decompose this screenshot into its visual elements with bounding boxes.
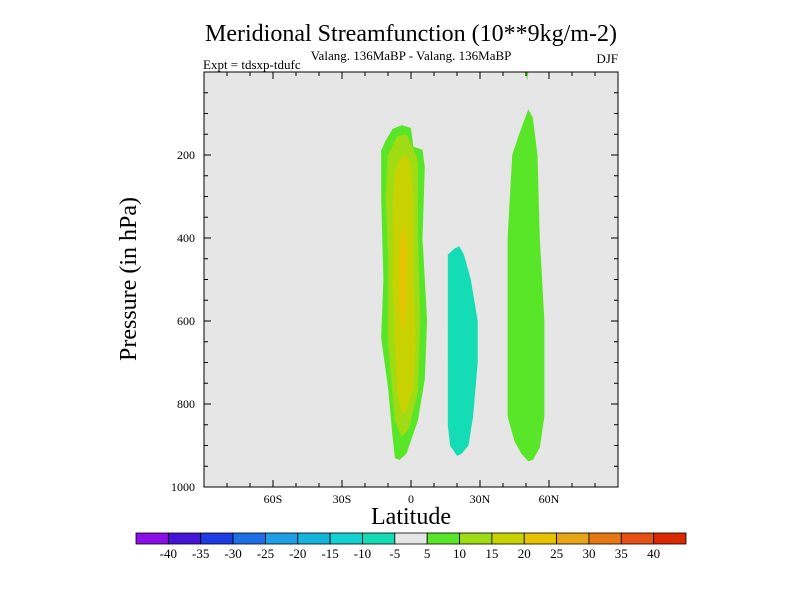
colorbar-label: -30 (224, 546, 241, 561)
colorbar-label: -5 (389, 546, 400, 561)
colorbar-swatch (200, 532, 234, 545)
contour-region-subtropical-negative-10-5 (447, 246, 478, 456)
season-label: DJF (596, 51, 618, 66)
chart-title: Meridional Streamfunction (10**9kg/m-2) (205, 21, 617, 47)
x-tick-label: 60N (539, 492, 560, 506)
colorbar-label: 20 (518, 546, 531, 561)
contour-region-top-sliver-5-10 (526, 72, 529, 80)
x-tick-label: 60S (264, 492, 283, 506)
colorbar-swatch (167, 532, 202, 545)
colorbar-label: -10 (354, 546, 371, 561)
x-tick-label: 0 (408, 492, 414, 506)
chart-subtitle: Valang. 136MaBP - Valang. 136MaBP (311, 48, 512, 63)
expt-label: Expt = tdsxp-tdufc (203, 57, 301, 72)
colorbar-label: -40 (160, 546, 177, 561)
colorbar-swatch (556, 532, 590, 545)
y-tick-label: 1000 (171, 480, 195, 494)
y-tick-label: 600 (177, 314, 195, 328)
x-tick-labels: 60S 30S 0 30N 60N (264, 492, 560, 506)
contour-region-midlatitude-positive-5-10 (507, 109, 545, 462)
colorbar-swatch (297, 532, 331, 545)
y-tick-label: 200 (177, 148, 195, 162)
colorbar-label: 25 (550, 546, 563, 561)
colorbar-label: 5 (424, 546, 431, 561)
colorbar-swatch (426, 532, 460, 545)
axis-ticks (204, 72, 618, 487)
y-axis-label: Pressure (in hPa) (116, 197, 142, 361)
colorbar-swatch (394, 532, 428, 545)
colorbar-label: -35 (192, 546, 209, 561)
colorbar-label: -25 (257, 546, 274, 561)
contour-fills (381, 72, 545, 462)
colorbar-swatch (232, 532, 266, 545)
colorbar-swatch (620, 532, 655, 545)
colorbar-swatch (362, 532, 396, 545)
colorbar-swatch (653, 532, 687, 545)
colorbar-swatch (491, 532, 525, 545)
colorbar-label: 30 (582, 546, 595, 561)
colorbar-label: 15 (485, 546, 498, 561)
x-tick-label: 30S (333, 492, 352, 506)
colorbar-swatch (265, 532, 299, 545)
y-tick-label: 400 (177, 231, 195, 245)
colorbar-label: 35 (615, 546, 628, 561)
colorbar-labels: -40 -35 -30 -25 -20 -15 -10 -5 5 10 15 20 25 30 35 40 (160, 546, 660, 561)
x-axis-label: Latitude (371, 504, 451, 530)
colorbar (135, 532, 687, 545)
y-tick-label: 800 (177, 397, 195, 411)
colorbar-label: -15 (321, 546, 338, 561)
colorbar-label: 40 (647, 546, 660, 561)
colorbar-label: -20 (289, 546, 306, 561)
x-tick-label: 30N (470, 492, 491, 506)
colorbar-swatch (459, 532, 493, 545)
colorbar-swatch (588, 532, 622, 545)
colorbar-swatch (523, 532, 557, 545)
colorbar-label: 10 (453, 546, 466, 561)
colorbar-swatch (135, 532, 169, 545)
colorbar-swatch (329, 532, 363, 545)
y-tick-labels: 200 400 600 800 1000 (171, 148, 195, 494)
contour-region-tropical-positive-20-25 (399, 225, 407, 330)
